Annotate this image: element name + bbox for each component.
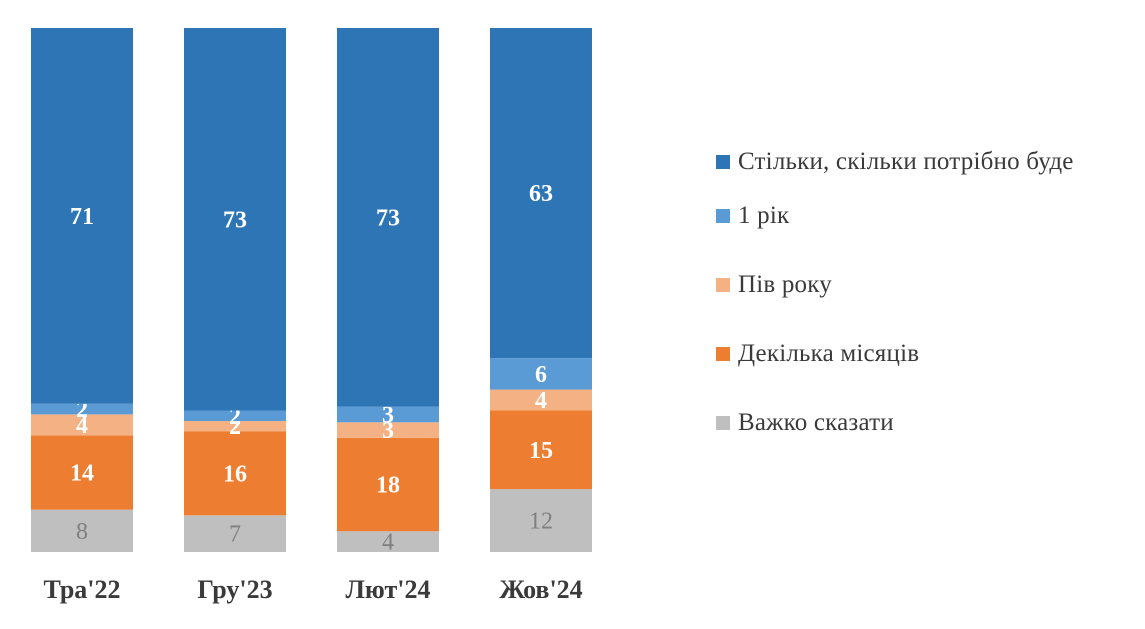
legend-item-half-year: Пів року	[716, 250, 1074, 319]
legend-label: Пів року	[738, 270, 832, 298]
bar-segment	[31, 403, 133, 415]
bar-segment	[184, 28, 286, 411]
bar-segment	[490, 358, 592, 390]
bar-segment	[490, 410, 592, 490]
data-label: 3	[382, 418, 394, 444]
bar-segment	[184, 431, 286, 516]
bar-segment	[337, 406, 439, 423]
data-label: 73	[376, 205, 400, 231]
legend-item-few-months: Декілька місяців	[716, 319, 1074, 388]
legend-label: Декілька місяців	[738, 339, 920, 367]
data-label: 73	[223, 207, 247, 233]
data-label: 6	[535, 362, 547, 388]
data-label: 16	[223, 461, 247, 487]
data-label: 7	[229, 522, 241, 548]
bar-segment	[184, 410, 286, 421]
data-label: 8	[76, 519, 88, 545]
legend-label: Важко сказати	[738, 408, 894, 436]
legend-swatch	[716, 415, 730, 430]
bar-segment	[31, 435, 133, 510]
legend-item-as-long-as-needed: Стільки, скільки потрібно буде	[716, 143, 1074, 181]
bar-segment	[490, 489, 592, 552]
bar-segment	[337, 28, 439, 407]
x-tick-label: Тра'22	[43, 575, 120, 604]
legend: Стільки, скільки потрібно буде 1 рік Пів…	[716, 143, 1074, 457]
legend-label: 1 рік	[738, 201, 790, 229]
legend-label: Стільки, скільки потрібно буде	[738, 148, 1074, 175]
bar-segment	[31, 414, 133, 436]
bar-segment	[337, 422, 439, 438]
data-label: 4	[535, 388, 547, 414]
bar-segment	[31, 509, 133, 552]
data-label: 4	[76, 413, 88, 439]
stacked-bar-chart: 8144271Тра'227162273Гру'234183373Лют'241…	[31, 28, 592, 604]
legend-item-one-year: 1 рік	[716, 181, 1074, 250]
bar-segment	[490, 28, 592, 359]
data-label: 3	[382, 403, 394, 429]
data-label: 15	[529, 438, 553, 464]
bar-segment	[490, 389, 592, 411]
legend-swatch	[716, 277, 730, 292]
legend-swatch	[716, 208, 730, 223]
legend-swatch	[716, 155, 730, 169]
data-label: 18	[376, 473, 400, 499]
data-label: 4	[382, 530, 394, 556]
legend-item-hard-to-say: Важко сказати	[716, 388, 1074, 457]
bar-segment	[337, 437, 439, 532]
data-label: 12	[529, 509, 553, 535]
bar-segment	[184, 421, 286, 432]
x-tick-label: Лют'24	[346, 575, 431, 604]
bar-segment	[184, 515, 286, 552]
data-label: 14	[70, 461, 94, 487]
legend-swatch	[716, 346, 730, 361]
bar-segment	[337, 531, 439, 552]
data-label: 71	[70, 204, 94, 230]
bar-segment	[31, 28, 133, 404]
x-tick-label: Гру'23	[197, 575, 272, 604]
data-label: 63	[529, 181, 553, 207]
x-tick-label: Жов'24	[499, 575, 582, 604]
